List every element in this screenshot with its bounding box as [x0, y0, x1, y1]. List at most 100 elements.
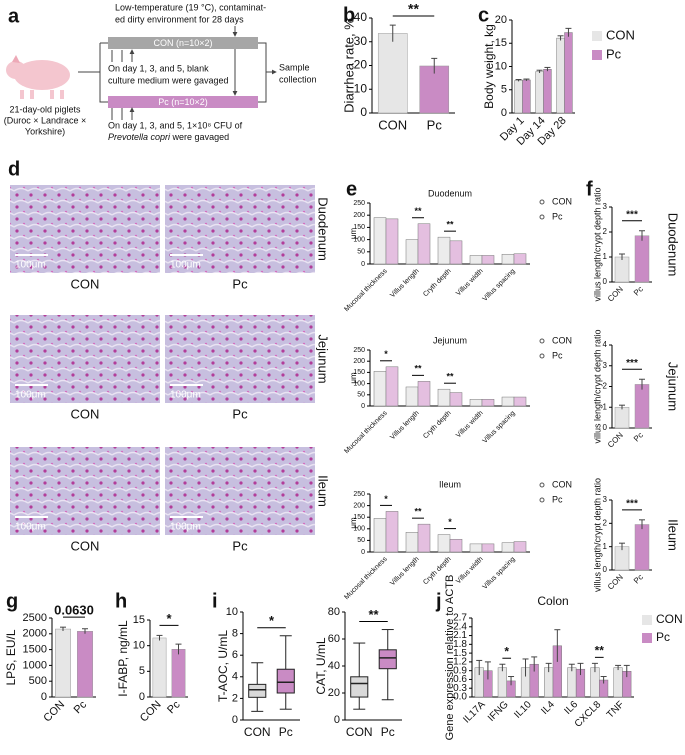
y-tick-label: 0.6 — [453, 674, 467, 685]
legend-label: CON — [552, 196, 572, 206]
significance: *** — [626, 209, 638, 220]
bar — [417, 223, 431, 265]
y-tick-label: 2 — [232, 692, 238, 704]
y-tick-label: 80 — [328, 606, 340, 618]
bar — [469, 399, 483, 407]
y-tick-label: 0 — [361, 549, 365, 556]
panel-a: a Low-temperature (19 °C), contaminat- e… — [4, 2, 317, 142]
bar — [497, 667, 507, 698]
bar — [77, 631, 93, 698]
bar — [481, 255, 495, 265]
x-tick-label: Mucosal thickness — [343, 409, 389, 455]
significance: * — [166, 611, 172, 626]
bar — [55, 628, 71, 698]
significance: ** — [595, 644, 605, 658]
y-tick-label: 60 — [328, 633, 340, 645]
scale-bar-label: 100μm — [15, 260, 46, 271]
y-tick-label: 10 — [495, 60, 507, 72]
bar — [614, 256, 630, 283]
pc-note-end: were gavaged — [172, 132, 230, 142]
y-tick-label: 200 — [353, 358, 365, 365]
y-axis-label: μm — [349, 228, 358, 240]
y-tick-label: 20 — [495, 14, 507, 26]
y-tick-label: 2 — [603, 518, 608, 527]
y-tick-label: 0 — [603, 423, 608, 432]
bar — [469, 255, 483, 265]
y-tick-label: 0 — [603, 277, 608, 286]
bar — [437, 388, 451, 407]
y-tick-label: 1500 — [23, 644, 47, 656]
significance: ** — [446, 220, 454, 230]
x-tick-label: CON — [606, 572, 625, 591]
bar — [469, 543, 483, 553]
panel-letter: h — [115, 590, 127, 612]
y-tick-label: 2 — [603, 382, 608, 391]
y-tick-label: 0 — [334, 714, 340, 726]
bar — [481, 399, 495, 407]
x-tick-label: Villus length — [389, 556, 421, 588]
row-label: Duodenum — [316, 197, 331, 261]
significance: ** — [408, 1, 419, 17]
y-tick-label: 2500 — [23, 612, 47, 624]
box — [248, 683, 267, 698]
y-tick-label: 20 — [328, 687, 340, 699]
x-tick-label: Villus width — [455, 410, 485, 440]
y-tick-label: 100 — [353, 380, 365, 387]
panel-letter: d — [8, 158, 20, 180]
y-tick-label: 150 — [353, 224, 365, 231]
legend-label: Pc — [606, 46, 622, 61]
bar — [449, 392, 463, 407]
y-tick-label: 5 — [501, 84, 507, 96]
row-label: Jejunum — [316, 334, 331, 383]
bar — [417, 523, 431, 553]
significance: ** — [414, 507, 422, 517]
x-tick-label: Villus spacing — [482, 410, 517, 445]
species: Prevotella copri — [108, 132, 171, 142]
significance: *** — [626, 358, 638, 369]
x-tick-label: IFNG — [486, 699, 511, 724]
bar — [152, 637, 167, 698]
y-tick-label: 50 — [357, 249, 365, 256]
y-axis-label: Body weight, kg — [482, 24, 496, 109]
panel-letter: g — [6, 590, 18, 612]
bar — [373, 518, 387, 553]
y-tick-label: 200 — [353, 212, 365, 219]
y-tick-label: 3 — [603, 361, 608, 370]
y-tick-label: 2.7 — [453, 613, 467, 624]
y-tick-label: 150 — [353, 514, 365, 521]
y-tick-label: 250 — [353, 491, 365, 498]
y-tick-label: 15 — [133, 614, 145, 626]
legend-label: Pc — [656, 630, 670, 644]
con-note: On day 1, 3, and 5, blank — [108, 63, 209, 73]
significance: *** — [626, 498, 638, 509]
y-tick-label: 250 — [353, 200, 365, 207]
side-label: Ileum — [666, 519, 681, 551]
y-tick-label: 0 — [361, 403, 365, 410]
legend-label: Pc — [552, 211, 563, 221]
significance: 0.0630 — [54, 603, 94, 618]
column-label: Pc — [232, 276, 248, 291]
x-tick-label: Pc — [165, 698, 183, 716]
piglets-text: (Duroc × Landrace × — [4, 115, 87, 125]
micrograph — [165, 185, 315, 273]
y-tick-label: 100 — [353, 526, 365, 533]
y-axis-label: I-FABP, ng/mL — [116, 620, 130, 697]
x-tick-label: TNF — [605, 699, 627, 721]
panel-letter: b — [343, 4, 355, 26]
y-tick-label: 50 — [357, 537, 365, 544]
y-tick-label: 0 — [232, 714, 238, 726]
legend-marker — [539, 338, 545, 344]
legend-marker — [539, 497, 545, 503]
y-tick-label: 0 — [41, 691, 47, 703]
x-tick-label: IL4 — [539, 699, 557, 717]
y-axis-label: LPS, EU/L — [4, 629, 18, 685]
y-tick-label: 0 — [603, 565, 608, 574]
x-tick-label: Villus spacing — [482, 268, 517, 303]
y-tick-label: 2.1 — [453, 630, 467, 641]
micrograph — [10, 315, 160, 403]
legend-label: CON — [552, 479, 572, 489]
bar — [501, 396, 515, 407]
y-axis-label: CAT, U/mL — [314, 637, 328, 694]
y-tick-label: 40 — [328, 660, 340, 672]
